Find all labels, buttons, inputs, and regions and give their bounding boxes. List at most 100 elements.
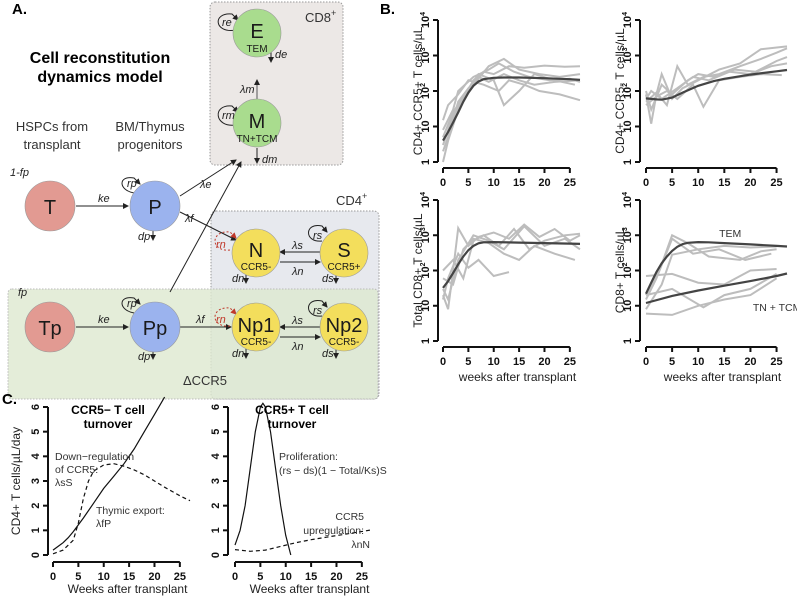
rate-lambda-n-2: λn <box>291 341 304 353</box>
y-tick-label: 102 <box>420 83 432 99</box>
prog-label-line2: progenitors <box>117 137 183 152</box>
individual-trace <box>442 57 581 163</box>
y-tick-label: 10 <box>420 300 432 312</box>
individual-trace <box>645 56 788 113</box>
y-tick-label: 3 <box>210 478 222 484</box>
chart-b3: 1 10 102 103 104 0 5 10 15 20 25 weeks after transp… <box>411 192 581 384</box>
cd4-box-label: CD4+ <box>336 191 367 208</box>
y-tick-exponent: 2 <box>622 262 629 266</box>
self-loop-P <box>121 177 141 194</box>
series-line <box>52 396 166 551</box>
y-tick-label: 5 <box>210 429 222 435</box>
self-loop-Np1 <box>214 307 237 327</box>
rate-de: de <box>275 49 287 61</box>
node-M: M TN+TCM <box>232 98 282 148</box>
node-E-sublabel: TEM <box>246 44 267 55</box>
node-Np2-label: Np2 <box>326 315 363 337</box>
y-tick-exponent: 3 <box>420 227 427 231</box>
annotation-text: Down−regulation <box>55 451 134 463</box>
x-tick-label: 0 <box>50 571 56 583</box>
y-tick-exponent: 4 <box>420 12 427 16</box>
individual-trace <box>442 237 576 287</box>
individual-trace <box>645 277 778 316</box>
y-tick-exponent: 4 <box>622 192 629 196</box>
x-tick-label: 5 <box>465 356 471 368</box>
y-axis-label: Total CD8+ T cells/µL <box>411 213 425 328</box>
y-tick-label: 1 <box>210 527 222 533</box>
rate-rp: rp <box>127 178 137 190</box>
y-tick-exponent: 2 <box>420 262 427 266</box>
individual-trace <box>645 45 788 124</box>
chart-b2: 1 10 102 103 104 0 5 10 15 20 25 CD4+ CCR5- T cells… <box>613 12 788 189</box>
x-tick-label: 15 <box>123 571 135 583</box>
y-tick-label: 1 <box>622 338 634 344</box>
y-tick-exponent: 3 <box>420 47 427 51</box>
node-S-label: S <box>337 240 350 262</box>
individual-trace <box>442 72 576 138</box>
y-tick-label: 104 <box>420 12 432 28</box>
x-tick-label: 25 <box>564 356 576 368</box>
y-tick-exponent: 3 <box>622 47 629 51</box>
node-N-sublabel: CCR5- <box>241 262 272 273</box>
annotation-text: (rs − ds)(1 − Total/Ks)S <box>279 465 387 477</box>
x-tick-label: 0 <box>643 356 649 368</box>
rate-dn: dn <box>232 273 244 285</box>
y-tick-label: 104 <box>420 192 432 208</box>
y-tick-label: 10 <box>622 120 634 132</box>
x-tick-label: 25 <box>356 571 368 583</box>
x-tick-label: 5 <box>669 356 675 368</box>
y-tick-label: 1 <box>622 159 634 165</box>
rate-rp-2: rp <box>127 298 137 310</box>
x-tick-label: 15 <box>513 356 525 368</box>
individual-trace <box>645 62 788 101</box>
node-M-label: M <box>249 111 266 133</box>
node-Np1-label: Np1 <box>238 315 275 337</box>
self-loop-E <box>217 13 239 31</box>
chart-b4: 1 10 102 103 104 0 5 10 15 20 25 weeks after transp… <box>613 192 797 384</box>
rate-lambda-n: λn <box>291 266 304 278</box>
x-axis-label: Weeks after transplant <box>68 582 189 596</box>
self-loop-S <box>308 225 328 242</box>
x-tick-label: 5 <box>75 571 81 583</box>
node-E-label: E <box>250 21 263 43</box>
model-title-line2: dynamics model <box>37 69 162 86</box>
x-tick-label: 20 <box>538 356 550 368</box>
rate-rs-2: rs <box>313 305 323 317</box>
node-Tp-label: Tp <box>38 318 61 340</box>
y-tick-label: 6 <box>30 404 42 410</box>
hspc-label-line2: transplant <box>23 137 80 152</box>
x-tick-label: 20 <box>330 571 342 583</box>
x-tick-label: 20 <box>744 356 756 368</box>
x-tick-label: 10 <box>280 571 292 583</box>
node-Pp-label: Pp <box>143 318 167 340</box>
individual-trace <box>645 47 788 108</box>
y-axis-label: CD4+ CCR5+ T cells/µL <box>411 26 425 155</box>
node-E: E TEM <box>232 8 282 58</box>
x-axis-label: weeks after transplant <box>663 370 782 384</box>
model-fit-line <box>442 240 581 289</box>
x-tick-label: 25 <box>770 356 782 368</box>
node-Np1-sublabel: CCR5- <box>241 337 272 348</box>
edge-P-M <box>179 159 237 197</box>
chart-title-line1: CCR5− T cell <box>71 403 145 417</box>
model-fit-line <box>442 76 581 142</box>
individual-trace <box>645 268 777 286</box>
panel-a-label: A. <box>12 1 27 18</box>
rate-dn-2: dn <box>232 348 244 360</box>
series-line <box>234 529 373 552</box>
annotation-text: upregulation: <box>303 525 364 537</box>
self-loop-Np2 <box>308 300 328 317</box>
individual-trace <box>442 251 510 300</box>
y-tick-label: 103 <box>420 227 432 243</box>
rate-dp-2: dp <box>138 351 150 363</box>
x-tick-label: 5 <box>465 177 471 189</box>
node-Tp: Tp <box>24 301 76 353</box>
chart-title-line2: turnover <box>84 417 133 431</box>
rate-lambda-s-2: λs <box>291 315 303 327</box>
rate-lambda-s: λs <box>291 240 303 252</box>
y-tick-label: 10 <box>622 300 634 312</box>
individual-trace <box>442 73 581 152</box>
rate-ke: ke <box>98 193 110 205</box>
y-tick-exponent: 2 <box>622 83 629 87</box>
